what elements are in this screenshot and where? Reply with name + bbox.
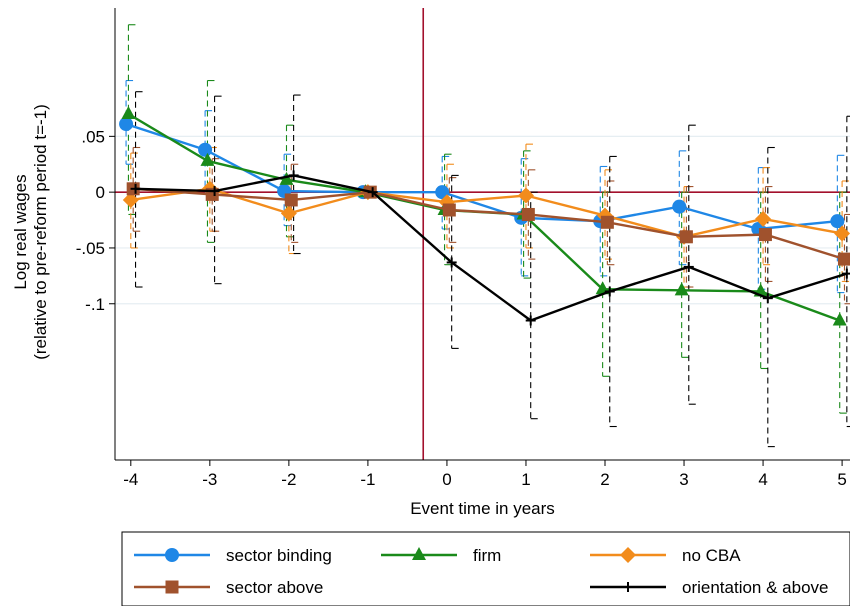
marker-triangle bbox=[412, 547, 426, 560]
x-tick-label: 0 bbox=[442, 470, 451, 489]
marker-plus bbox=[623, 582, 633, 592]
x-tick-label: -1 bbox=[360, 470, 375, 489]
marker-plus bbox=[604, 286, 615, 297]
marker-triangle bbox=[832, 312, 847, 326]
x-tick-label: -4 bbox=[123, 470, 138, 489]
marker-plus bbox=[683, 261, 694, 272]
y-tick-label: .05 bbox=[81, 127, 105, 146]
marker-square bbox=[837, 252, 850, 266]
marker-circle bbox=[165, 548, 179, 562]
marker-square bbox=[284, 193, 298, 207]
x-tick-label: 1 bbox=[521, 470, 530, 489]
marker-triangle bbox=[200, 152, 215, 166]
x-tick-label: 4 bbox=[758, 470, 767, 489]
x-tick-label: 3 bbox=[679, 470, 688, 489]
legend: sector binding firm no CBA sector above orie… bbox=[121, 531, 850, 606]
marker-diamond bbox=[517, 187, 534, 204]
marker-diamond bbox=[122, 191, 139, 208]
marker-plus bbox=[130, 183, 141, 194]
x-tick-label: -3 bbox=[202, 470, 217, 489]
legend-entry-2: no CBA bbox=[590, 546, 741, 565]
reference-lines bbox=[115, 8, 850, 460]
x-axis-label: Event time in years bbox=[410, 499, 555, 518]
y-axis-label-line1: Log real wages bbox=[11, 174, 30, 289]
legend-entry-0: sector binding bbox=[134, 546, 332, 565]
ci-group-2 bbox=[130, 143, 850, 288]
x-tick-label: -2 bbox=[281, 470, 296, 489]
marker-triangle bbox=[121, 106, 136, 120]
series-0 bbox=[119, 117, 845, 236]
marker-square bbox=[679, 230, 693, 244]
marker-square bbox=[442, 203, 456, 217]
series-4 bbox=[130, 170, 850, 326]
series-line bbox=[127, 112, 841, 322]
ci-group-1 bbox=[127, 24, 847, 414]
marker-plus bbox=[288, 170, 299, 181]
legend-entry-1: firm bbox=[381, 546, 501, 565]
series-line bbox=[130, 187, 843, 238]
marker-plus bbox=[841, 268, 850, 279]
legend-label: sector above bbox=[226, 578, 323, 597]
ci-group-4 bbox=[134, 91, 850, 448]
marker-plus bbox=[762, 293, 773, 304]
marker-plus bbox=[367, 187, 378, 198]
x-tick-label: 2 bbox=[600, 470, 609, 489]
y-tick-label: -.05 bbox=[76, 239, 105, 258]
legend-label: sector binding bbox=[226, 546, 332, 565]
series-line bbox=[133, 187, 845, 261]
marker-diamond bbox=[834, 225, 850, 242]
marker-diamond bbox=[280, 205, 297, 222]
marker-square bbox=[165, 580, 179, 594]
marker-plus bbox=[525, 315, 536, 326]
marker-circle bbox=[672, 199, 687, 214]
series-1 bbox=[121, 106, 847, 326]
marker-circle bbox=[198, 142, 213, 157]
series-lines bbox=[119, 106, 850, 326]
marker-triangle bbox=[674, 282, 689, 296]
axis-labels: Event time in years Log real wages (rela… bbox=[11, 104, 555, 518]
marker-square bbox=[758, 228, 772, 242]
legend-label: orientation & above bbox=[682, 578, 829, 597]
y-axis-label-line2: (relative to pre-reform period t=-1) bbox=[31, 104, 50, 360]
marker-diamond bbox=[620, 547, 636, 563]
legend-label: firm bbox=[473, 546, 501, 565]
x-tick-label: 5 bbox=[837, 470, 846, 489]
y-tick-label: 0 bbox=[96, 183, 105, 202]
marker-circle bbox=[119, 117, 134, 132]
marker-square bbox=[600, 215, 614, 229]
marker-square bbox=[521, 207, 535, 221]
y-tick-label: -.1 bbox=[85, 295, 105, 314]
marker-plus bbox=[209, 186, 220, 197]
legend-entry-4: orientation & above bbox=[590, 578, 829, 597]
marker-plus bbox=[446, 257, 457, 268]
series-line bbox=[135, 174, 848, 322]
marker-circle bbox=[830, 214, 845, 229]
legend-label: no CBA bbox=[682, 546, 741, 565]
marker-triangle bbox=[279, 171, 294, 185]
legend-entry-3: sector above bbox=[134, 578, 323, 597]
legend-box bbox=[121, 531, 850, 606]
axes: .05 0 -.05 -.1 -4 -3 -2 -1 0 1 2 3 4 5 bbox=[76, 8, 850, 489]
marker-diamond bbox=[755, 210, 772, 227]
